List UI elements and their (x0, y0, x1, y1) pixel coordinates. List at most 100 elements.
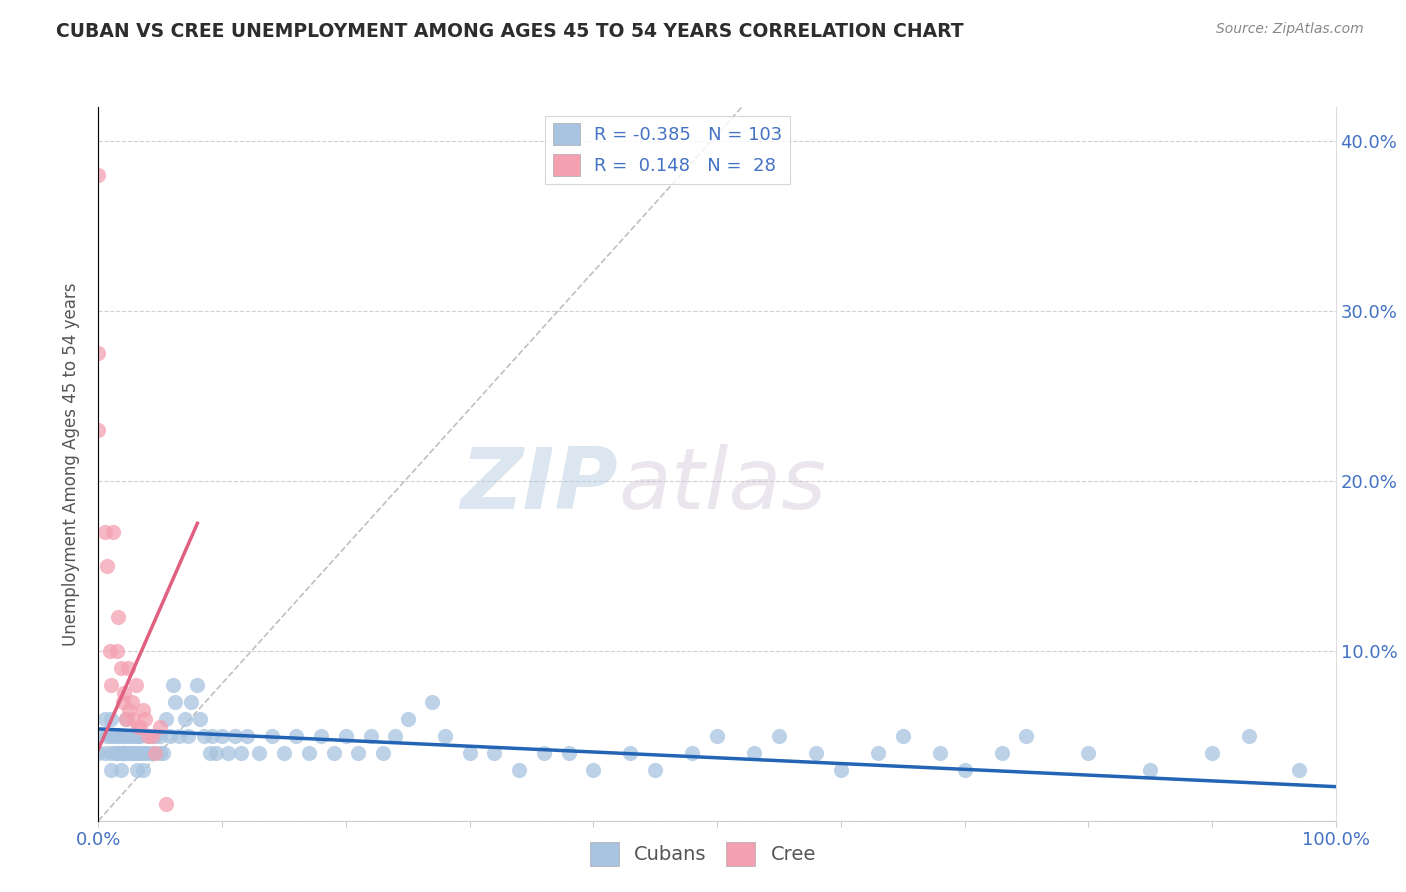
Point (149, 720, 172, 734)
Point (155, 712, 177, 726)
Point (100, 729, 122, 743)
Point (107, 609, 129, 624)
Point (108, 729, 131, 743)
Point (953, 763, 976, 777)
Point (433, 729, 456, 743)
Point (768, 729, 790, 743)
Point (142, 746, 165, 760)
Point (111, 746, 134, 760)
Point (458, 746, 481, 760)
Point (152, 746, 174, 760)
Point (298, 746, 321, 760)
Point (136, 729, 159, 743)
Point (742, 746, 765, 760)
Point (122, 746, 145, 760)
Point (93, 746, 115, 760)
Point (129, 729, 152, 743)
Point (205, 746, 228, 760)
Y-axis label: Unemployment Among Ages 45 to 54 years: Unemployment Among Ages 45 to 54 years (62, 282, 80, 646)
Point (180, 695, 202, 709)
Point (273, 746, 295, 760)
Point (217, 746, 239, 760)
Point (143, 729, 166, 743)
Point (118, 729, 141, 743)
Point (804, 746, 827, 760)
Point (247, 746, 270, 760)
Point (139, 729, 162, 743)
Point (134, 746, 156, 760)
Point (1237, 729, 1260, 743)
Point (124, 678, 146, 692)
Point (174, 712, 197, 726)
Point (508, 763, 530, 777)
Legend: R = -0.385   N = 103, R =  0.148   N =  28: R = -0.385 N = 103, R = 0.148 N = 28 (546, 116, 790, 184)
Text: atlas: atlas (619, 443, 827, 527)
Point (260, 729, 283, 743)
Point (706, 729, 728, 743)
Point (127, 720, 149, 734)
Point (347, 746, 370, 760)
Point (105, 644, 128, 658)
Point (103, 729, 125, 743)
Point (112, 729, 135, 743)
Point (134, 712, 156, 726)
Point (100, 746, 122, 760)
Point (110, 661, 132, 675)
Point (198, 746, 221, 760)
Point (1077, 746, 1099, 760)
Point (309, 729, 332, 743)
Point (125, 763, 148, 777)
Point (121, 695, 143, 709)
Point (582, 763, 605, 777)
Point (122, 712, 145, 726)
Point (129, 720, 152, 734)
Point (112, 695, 135, 709)
Point (98, 644, 121, 658)
Point (422, 695, 444, 709)
Point (105, 746, 128, 760)
Point (93, 524, 115, 539)
Point (96, 558, 118, 573)
Point (114, 712, 136, 726)
Point (990, 746, 1012, 760)
Legend: Cubans, Cree: Cubans, Cree (582, 834, 824, 873)
Point (87, 346, 110, 360)
Point (1015, 729, 1038, 743)
Point (100, 712, 122, 726)
Text: CUBAN VS CREE UNEMPLOYMENT AMONG AGES 45 TO 54 YEARS CORRELATION CHART: CUBAN VS CREE UNEMPLOYMENT AMONG AGES 45… (56, 22, 965, 41)
Point (396, 712, 419, 726)
Point (236, 729, 259, 743)
Point (193, 729, 215, 743)
Point (124, 729, 146, 743)
Point (87, 423, 110, 437)
Point (285, 729, 308, 743)
Point (830, 763, 852, 777)
Point (211, 729, 233, 743)
Point (100, 678, 122, 692)
Point (103, 524, 125, 539)
Point (118, 703, 141, 717)
Point (117, 661, 139, 675)
Point (644, 763, 666, 777)
Point (188, 712, 211, 726)
Point (159, 729, 181, 743)
Point (87, 168, 110, 182)
Point (127, 729, 149, 743)
Point (96, 729, 118, 743)
Point (141, 729, 163, 743)
Point (132, 703, 155, 717)
Point (484, 746, 506, 760)
Point (224, 729, 246, 743)
Point (107, 746, 129, 760)
Point (155, 797, 177, 811)
Point (103, 746, 125, 760)
Point (1201, 746, 1223, 760)
Point (132, 763, 155, 777)
Point (136, 729, 159, 743)
Point (110, 763, 132, 777)
Point (136, 746, 159, 760)
Point (891, 729, 914, 743)
Point (121, 729, 143, 743)
Point (533, 746, 555, 760)
Point (120, 746, 142, 760)
